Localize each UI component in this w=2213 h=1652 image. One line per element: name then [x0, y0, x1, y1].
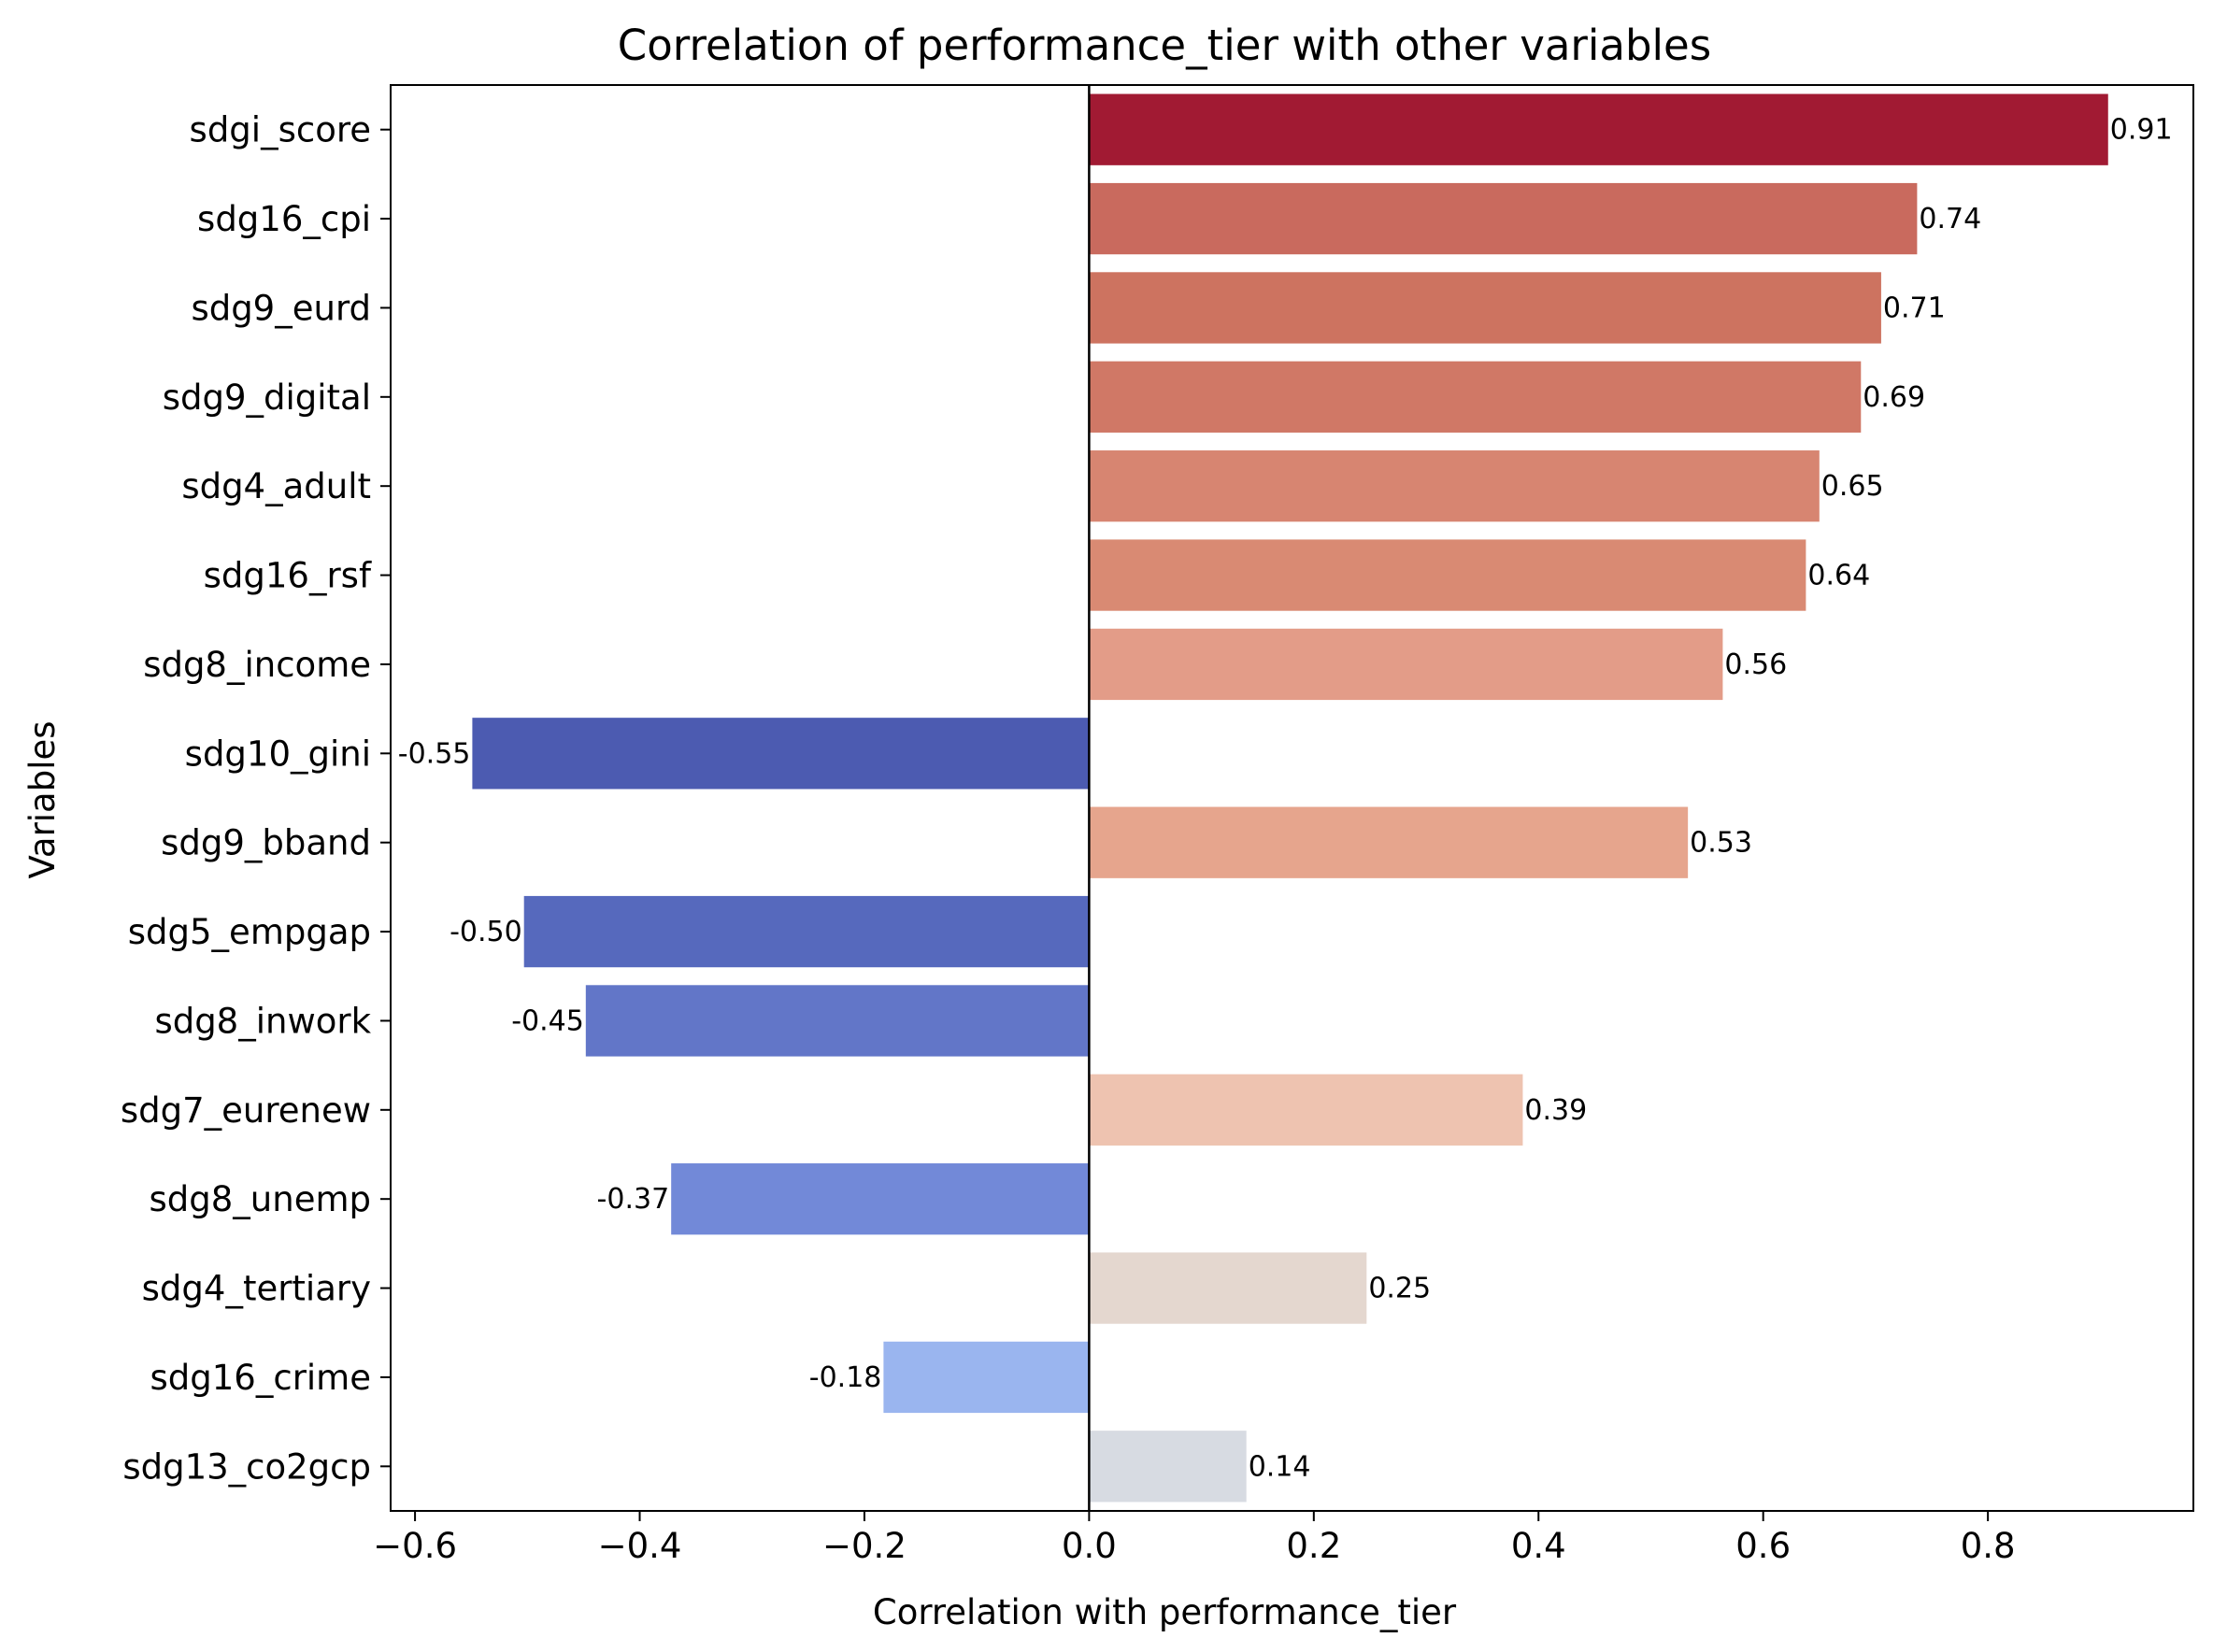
- x-tick-label: 0.8: [1961, 1526, 2016, 1566]
- bar-sdg16_crime: [883, 1341, 1090, 1414]
- x-axis: −0.6 −0.4 −0.2 0.0 0.2 0.4 0.6 0.8: [373, 1511, 2016, 1566]
- value-label-sdg9_eurd: 0.71: [1883, 292, 1946, 324]
- bars-layer: [472, 93, 2108, 1502]
- y-tick-label-sdg9_bband: sdg9_bband: [161, 823, 371, 863]
- value-label-sdg13_co2gcp: 0.14: [1249, 1450, 1311, 1483]
- value-label-sdg8_unemp: -0.37: [597, 1183, 670, 1216]
- bar-sdg13_co2gcp: [1089, 1431, 1247, 1502]
- bar-sdg9_bband: [1089, 806, 1689, 878]
- y-tick-label-sdg13_co2gcp: sdg13_co2gcp: [122, 1446, 371, 1487]
- y-axis-label: Variables: [22, 720, 63, 878]
- bar-sdgi_score: [1089, 93, 2108, 165]
- y-tick-label-sdg9_eurd: sdg9_eurd: [191, 288, 371, 328]
- y-axis: sdgi_score sdg16_cpi sdg9_eurd sdg9_digital…: [121, 110, 391, 1487]
- x-tick-label: −0.4: [598, 1526, 682, 1566]
- x-tick-label: 0.2: [1286, 1526, 1341, 1566]
- value-label-sdg8_income: 0.56: [1724, 648, 1787, 681]
- y-tick-label-sdg16_crime: sdg16_crime: [150, 1358, 371, 1398]
- y-tick-label-sdg4_adult: sdg4_adult: [181, 466, 371, 506]
- bar-sdg8_inwork: [585, 985, 1090, 1057]
- y-tick-label-sdgi_score: sdgi_score: [190, 110, 371, 150]
- bar-sdg4_tertiary: [1089, 1252, 1367, 1324]
- bar-sdg16_cpi: [1089, 182, 1918, 255]
- value-label-sdg9_bband: 0.53: [1690, 827, 1752, 860]
- y-tick-label-sdg8_income: sdg8_income: [143, 645, 371, 685]
- bar-sdg8_income: [1089, 628, 1723, 701]
- x-tick-label: 0.4: [1511, 1526, 1566, 1566]
- value-label-sdg9_digital: 0.69: [1863, 381, 1925, 414]
- value-label-sdg4_adult: 0.65: [1821, 470, 1884, 503]
- value-label-sdg16_cpi: 0.74: [1919, 203, 1981, 235]
- x-axis-label: Correlation with performance_tier: [873, 1592, 1457, 1632]
- x-tick-label: 0.0: [1062, 1526, 1117, 1566]
- x-tick-label: 0.6: [1735, 1526, 1791, 1566]
- y-tick-label-sdg8_unemp: sdg8_unemp: [150, 1179, 371, 1219]
- bar-sdg8_unemp: [671, 1163, 1090, 1235]
- bar-sdg16_rsf: [1089, 539, 1806, 611]
- y-tick-label-sdg5_empgap: sdg5_empgap: [128, 912, 371, 952]
- bar-sdg5_empgap: [523, 895, 1090, 968]
- y-tick-label-sdg8_inwork: sdg8_inwork: [154, 1001, 371, 1041]
- y-tick-label-sdg4_tertiary: sdg4_tertiary: [142, 1269, 371, 1309]
- chart-title: Correlation of performance_tier with oth…: [618, 21, 1711, 70]
- y-tick-label-sdg9_digital: sdg9_digital: [163, 377, 371, 418]
- bar-sdg10_gini: [472, 718, 1090, 790]
- bar-sdg9_digital: [1089, 361, 1862, 433]
- value-label-sdg5_empgap: -0.50: [450, 916, 522, 948]
- value-label-sdg8_inwork: -0.45: [511, 1004, 584, 1037]
- y-tick-label-sdg16_rsf: sdg16_rsf: [204, 556, 372, 596]
- plot-frame: [390, 84, 2194, 1512]
- value-label-sdg7_eurenew: 0.39: [1524, 1094, 1587, 1127]
- value-label-sdgi_score: 0.91: [2110, 114, 2173, 147]
- value-label-sdg16_crime: -0.18: [809, 1361, 882, 1394]
- value-label-sdg4_tertiary: 0.25: [1368, 1273, 1431, 1305]
- y-tick-label-sdg16_cpi: sdg16_cpi: [197, 199, 371, 239]
- y-tick-label-sdg10_gini: sdg10_gini: [185, 733, 371, 774]
- x-tick-label: −0.6: [373, 1526, 457, 1566]
- bar-sdg4_adult: [1089, 450, 1820, 522]
- bar-sdg9_eurd: [1089, 272, 1881, 344]
- y-tick-label-sdg7_eurenew: sdg7_eurenew: [121, 1090, 371, 1131]
- value-label-sdg10_gini: -0.55: [398, 737, 471, 770]
- x-tick-label: −0.2: [822, 1526, 907, 1566]
- value-labels-layer: 0.91 0.74 0.71 0.69 0.65 0.64 0.56 -0.55 0.53 -0.…: [398, 114, 2173, 1484]
- bar-sdg7_eurenew: [1089, 1074, 1523, 1146]
- value-label-sdg16_rsf: 0.64: [1807, 560, 1870, 592]
